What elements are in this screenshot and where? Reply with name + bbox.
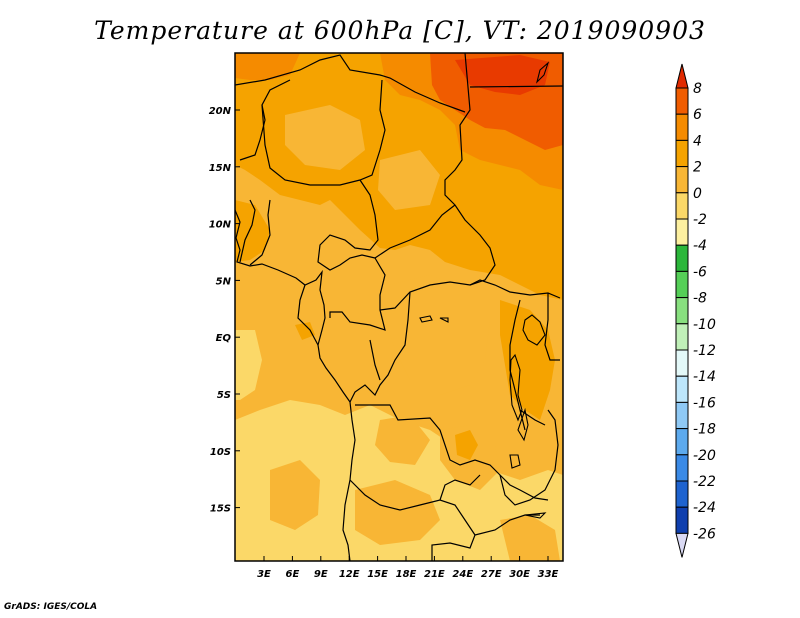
colorbar-bottom-arrow [675,532,689,558]
field-band-0-2-patch2 [378,150,440,210]
field-band-0-2-patch1 [285,105,365,170]
colorbar-label: -14 [693,369,716,385]
lon-tick-label: 21E [424,569,445,580]
lon-tick-label: 6E [286,569,300,580]
colorbar-segment [675,506,689,534]
colorbar-segment [675,166,689,194]
lon-tick-label: 15E [367,569,388,580]
colorbar-label: -2 [693,212,707,228]
colorbar-top-arrow [675,63,689,89]
temperature-field [235,53,563,561]
colorbar-label: -24 [693,500,716,516]
lat-tick-label: 5S [217,390,231,401]
colorbar-segment [675,454,689,482]
lat-tick-label: 10S [210,447,231,458]
colorbar-segment [675,480,689,508]
field-highland2 [295,322,315,340]
grads-credit: GrADS: IGES/COLA [4,602,98,612]
colorbar-segment [675,428,689,456]
latitude-axis: 20N 15N 10N 5N EQ 5S 10S 15S [209,106,240,515]
colorbar-segment [675,113,689,141]
lat-tick-label: 20N [209,106,232,117]
colorbar-label: 0 [693,186,702,202]
lon-tick-label: 33E [538,569,559,580]
colorbar-segment [675,87,689,115]
lon-tick-label: 3E [257,569,271,580]
colorbar-segment [675,244,689,272]
country-borders [235,53,563,561]
field-band-2-4-east [500,300,555,420]
colorbar-label: -18 [693,422,716,438]
colorbar-label: -26 [693,526,716,542]
lon-tick-label: 30E [509,569,530,580]
field-band-0-2-patch3 [385,275,490,395]
field-band-minus2-0-west [235,330,262,400]
lakes [419,61,550,519]
field-band-minus2-0 [235,400,563,561]
colorbar-segment [675,218,689,246]
field-band-4-6-west [235,53,300,80]
field-highland1 [455,430,478,460]
colorbar-label: -20 [693,448,716,464]
colorbar-label: 6 [693,107,702,123]
lon-tick-label: 18E [396,569,417,580]
colorbar-label: 8 [693,81,702,97]
colorbar-label: -6 [693,264,707,280]
lat-tick-label: 5N [216,276,232,287]
field-south-patch1 [270,460,320,530]
lon-tick-label: 12E [339,569,360,580]
lat-tick-label: EQ [216,333,232,344]
lat-tick-label: 10N [209,220,232,231]
colorbar-segment [675,139,689,168]
colorbar-segment [675,401,689,430]
colorbar-segment [675,349,689,377]
lat-tick-label: 15N [209,163,232,174]
colorbar-label: 2 [693,160,702,176]
colorbar-segment [675,297,689,325]
colorbar-segment [675,375,689,403]
field-south-patch2 [355,480,440,545]
colorbar-label: -4 [693,238,707,254]
colorbar-segment [675,270,689,299]
map-title: Temperature at 600hPa [C], VT: 201909090… [94,16,706,45]
longitude-axis: 3E 6E 9E 12E 15E 18E 21E 24E 27E 30E 33E [257,556,559,580]
colorbar-segment [675,323,689,351]
colorbar: 8 6 4 2 0 -2 -4 -6 -8 -10 -12 -14 -16 -18 -20 -22 -24 -26 [675,63,716,558]
colorbar-label: -10 [693,317,716,333]
colorbar-label: -8 [693,291,707,307]
lon-tick-label: 24E [452,569,473,580]
lon-tick-label: 27E [481,569,502,580]
colorbar-label: -16 [693,395,716,411]
field-south-patch5 [375,415,430,465]
field-band-8plus [455,55,550,95]
colorbar-label: 4 [693,133,702,149]
colorbar-label: -12 [693,343,716,359]
field-south-patch4 [500,515,560,561]
colorbar-label: -22 [693,474,716,490]
lon-tick-label: 9E [314,569,328,580]
colorbar-segment [675,192,689,220]
lat-tick-label: 15S [210,504,231,515]
map-frame [234,52,564,562]
